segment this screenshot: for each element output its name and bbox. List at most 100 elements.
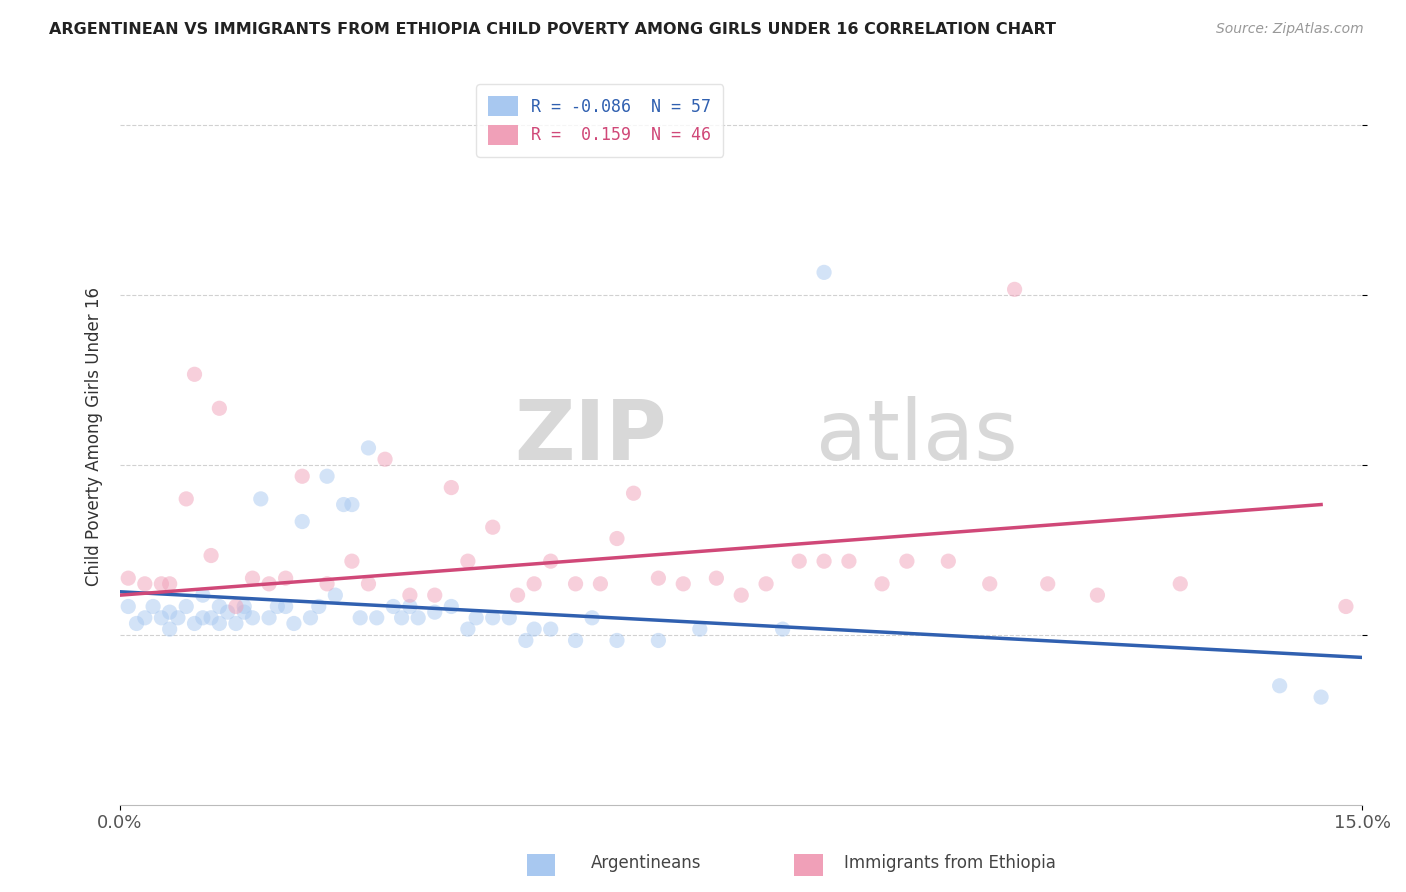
Text: ARGENTINEAN VS IMMIGRANTS FROM ETHIOPIA CHILD POVERTY AMONG GIRLS UNDER 16 CORRE: ARGENTINEAN VS IMMIGRANTS FROM ETHIOPIA … — [49, 22, 1056, 37]
Point — [730, 588, 752, 602]
Point — [564, 633, 586, 648]
Point — [399, 588, 422, 602]
Point — [174, 491, 197, 506]
Point — [117, 571, 139, 585]
Point — [174, 599, 197, 614]
Point — [706, 571, 728, 585]
Point — [200, 611, 222, 625]
Point — [391, 611, 413, 625]
Point — [316, 469, 339, 483]
Point — [515, 633, 537, 648]
Point — [423, 588, 446, 602]
Point — [366, 611, 388, 625]
Point — [217, 605, 239, 619]
Point — [589, 577, 612, 591]
Point — [134, 611, 156, 625]
Point — [772, 622, 794, 636]
Point — [813, 265, 835, 279]
Point — [249, 491, 271, 506]
Point — [233, 599, 256, 614]
Point — [159, 605, 181, 619]
Point — [1004, 282, 1026, 296]
Point — [457, 622, 479, 636]
Point — [481, 611, 503, 625]
Point — [498, 611, 520, 625]
Point — [672, 577, 695, 591]
Point — [936, 554, 959, 568]
Point — [349, 611, 371, 625]
Point — [465, 611, 488, 625]
Point — [606, 532, 628, 546]
Point — [159, 622, 181, 636]
Point — [755, 577, 778, 591]
Point — [440, 481, 463, 495]
Point — [299, 611, 322, 625]
Point — [787, 554, 810, 568]
Point — [523, 622, 546, 636]
Point — [481, 520, 503, 534]
Point — [1310, 690, 1333, 704]
Point — [382, 599, 405, 614]
Point — [406, 611, 429, 625]
Point — [183, 616, 205, 631]
Point — [564, 577, 586, 591]
Point — [167, 611, 190, 625]
Point — [233, 605, 256, 619]
Point — [150, 611, 173, 625]
Point — [191, 588, 214, 602]
Point — [117, 599, 139, 614]
Point — [242, 611, 264, 625]
Point — [423, 605, 446, 619]
Point — [225, 599, 247, 614]
Point — [838, 554, 860, 568]
Point — [183, 368, 205, 382]
Point — [142, 599, 165, 614]
Point — [340, 554, 363, 568]
Point — [291, 515, 314, 529]
Point — [457, 554, 479, 568]
Point — [813, 554, 835, 568]
Point — [540, 554, 562, 568]
Point — [274, 571, 297, 585]
Point — [325, 588, 347, 602]
Text: Source: ZipAtlas.com: Source: ZipAtlas.com — [1216, 22, 1364, 37]
Text: ZIP: ZIP — [515, 396, 666, 477]
Point — [606, 633, 628, 648]
Point — [540, 622, 562, 636]
Point — [1168, 577, 1191, 591]
Point — [308, 599, 330, 614]
Point — [979, 577, 1001, 591]
Point — [506, 588, 529, 602]
Point — [266, 599, 288, 614]
Point — [332, 498, 354, 512]
Point — [257, 577, 280, 591]
Point — [208, 401, 231, 416]
Text: Immigrants from Ethiopia: Immigrants from Ethiopia — [844, 855, 1056, 872]
Point — [581, 611, 603, 625]
Point — [340, 498, 363, 512]
Point — [647, 571, 669, 585]
Point — [1268, 679, 1291, 693]
Point — [159, 577, 181, 591]
Legend: R = -0.086  N = 57, R =  0.159  N = 46: R = -0.086 N = 57, R = 0.159 N = 46 — [477, 84, 723, 157]
Point — [896, 554, 918, 568]
Point — [316, 577, 339, 591]
Point — [257, 611, 280, 625]
Point — [208, 599, 231, 614]
Point — [125, 616, 148, 631]
Point — [225, 616, 247, 631]
Point — [150, 577, 173, 591]
Point — [283, 616, 305, 631]
Text: Argentineans: Argentineans — [591, 855, 702, 872]
Point — [623, 486, 645, 500]
Point — [208, 616, 231, 631]
Point — [647, 633, 669, 648]
Point — [374, 452, 396, 467]
Point — [1036, 577, 1059, 591]
Point — [291, 469, 314, 483]
Point — [689, 622, 711, 636]
Point — [134, 577, 156, 591]
Point — [191, 611, 214, 625]
Point — [870, 577, 893, 591]
Point — [1087, 588, 1109, 602]
